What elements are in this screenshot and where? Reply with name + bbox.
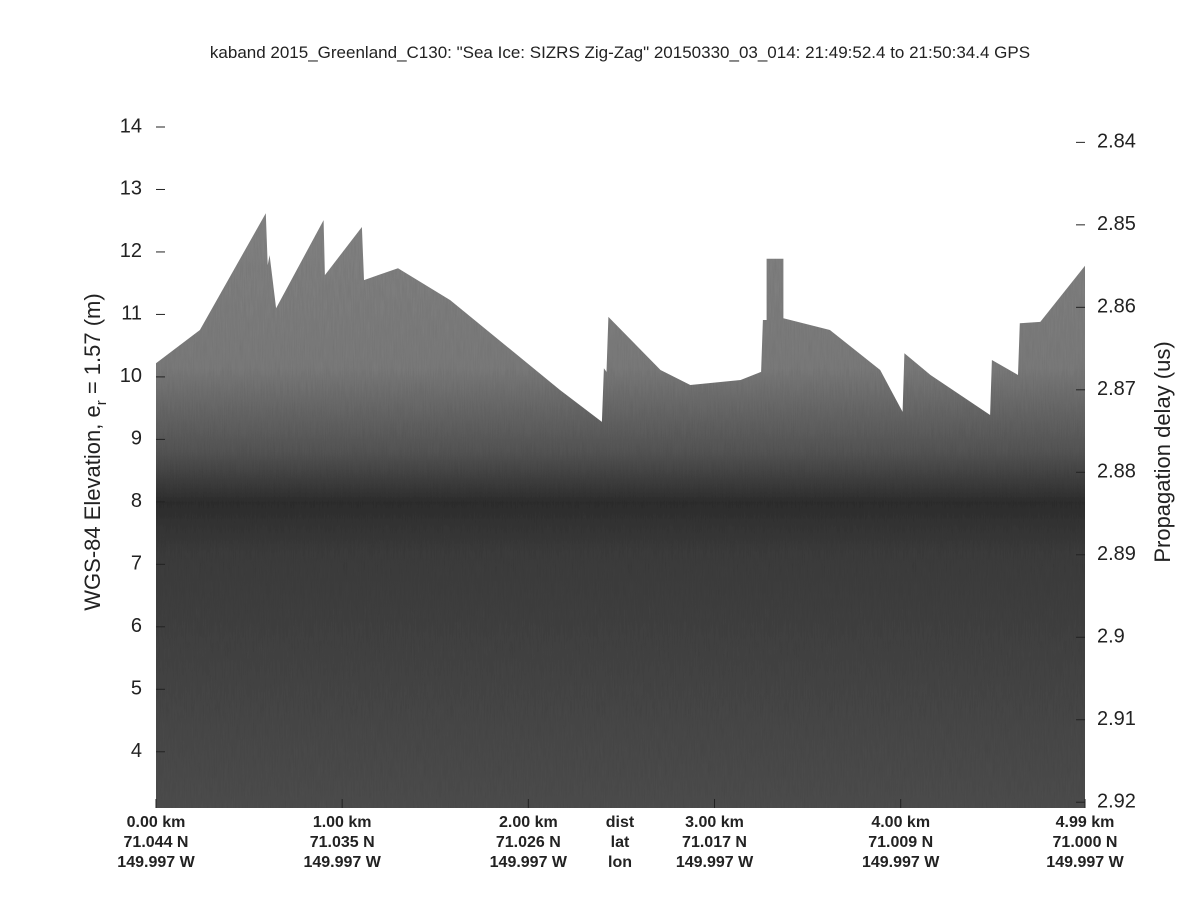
x-tick-lat: 71.044 N [124, 834, 189, 851]
y2-tick-label: 2.84 [1097, 131, 1136, 153]
y-tick-label: 11 [121, 303, 142, 325]
y-axis-label-part: WGS-84 Elevation, e [80, 405, 105, 610]
y-tick-label: 4 [131, 740, 142, 762]
y-axis-label-part: = 1.57 (m) [80, 293, 105, 400]
x-axis-label: lat [611, 834, 630, 851]
x-tick-lat: 71.035 N [310, 834, 375, 851]
x-tick-lon: 149.997 W [490, 854, 568, 871]
x-tick-label: 0.00 km [127, 814, 186, 831]
y-tick-label: 12 [120, 240, 142, 262]
y2-tick-label: 2.85 [1097, 213, 1136, 235]
y2-tick-label: 2.9 [1097, 626, 1125, 648]
y2-tick-label: 2.92 [1097, 791, 1136, 813]
echogram-area [156, 213, 1085, 808]
y-tick-label: 8 [131, 490, 142, 512]
plot-area [156, 213, 1085, 808]
x-tick-lon: 149.997 W [303, 854, 381, 871]
y2-tick-label: 2.88 [1097, 461, 1136, 483]
y-tick-label: 10 [120, 365, 142, 387]
x-tick-label: 4.00 km [871, 814, 930, 831]
y2-tick-label: 2.89 [1097, 543, 1136, 565]
y2-tick-label: 2.91 [1097, 708, 1136, 730]
y-tick-label: 14 [120, 115, 142, 137]
y-tick-label: 7 [131, 553, 142, 575]
x-tick-lon: 149.997 W [862, 854, 940, 871]
x-axis-label: dist [606, 814, 635, 831]
x-tick-label: 3.00 km [685, 814, 744, 831]
y2-tick-label: 2.86 [1097, 296, 1136, 318]
y-tick-label: 5 [131, 678, 142, 700]
x-axis-label: lon [608, 854, 632, 871]
x-tick-lat: 71.017 N [682, 834, 747, 851]
y-axis-label: WGS-84 Elevation, er = 1.57 (m) [80, 293, 110, 610]
x-tick-lat: 71.026 N [496, 834, 561, 851]
x-tick-lon: 149.997 W [117, 854, 195, 871]
y2-tick-label: 2.87 [1097, 378, 1136, 400]
y-tick-label: 13 [120, 178, 142, 200]
x-tick-label: 1.00 km [313, 814, 372, 831]
chart-title: kaband 2015_Greenland_C130: "Sea Ice: SI… [210, 43, 1030, 62]
x-tick-lat: 71.009 N [868, 834, 933, 851]
x-tick-label: 2.00 km [499, 814, 558, 831]
y-axis-label-sub: r [93, 400, 110, 405]
y-tick-label: 9 [131, 428, 142, 450]
x-tick-lon: 149.997 W [1046, 854, 1124, 871]
y2-axis-label: Propagation delay (us) [1150, 341, 1175, 562]
x-tick-label: 4.99 km [1056, 814, 1115, 831]
y-tick-label: 6 [131, 615, 142, 637]
x-tick-lat: 71.000 N [1053, 834, 1118, 851]
x-tick-lon: 149.997 W [676, 854, 754, 871]
